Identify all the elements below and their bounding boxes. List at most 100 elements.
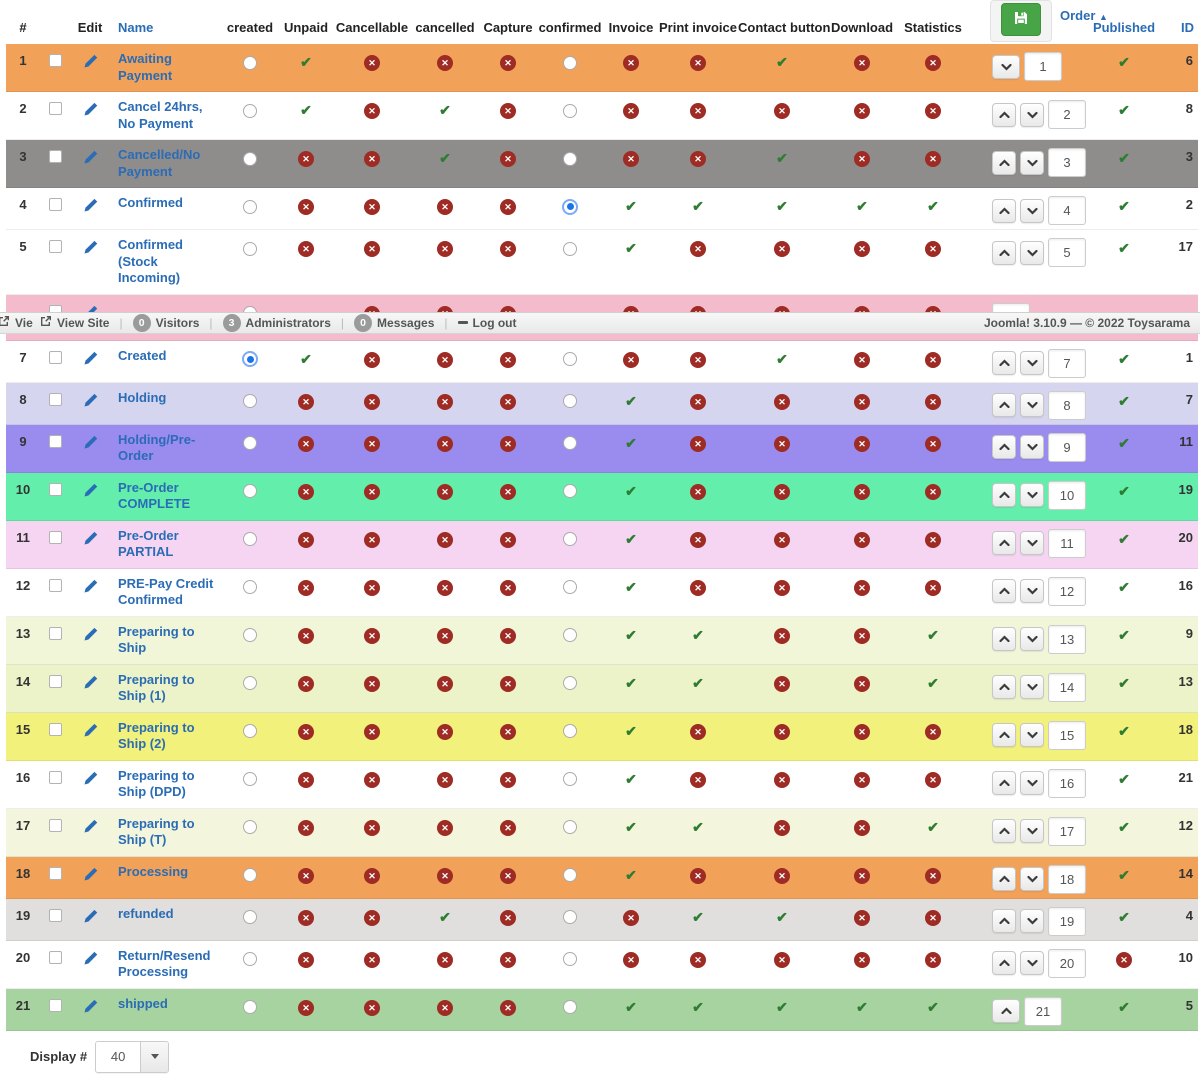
confirmed-radio-button[interactable] — [563, 532, 577, 547]
cancelled-cross-icon[interactable]: ✕ — [437, 951, 453, 968]
created-radio-button[interactable] — [243, 772, 257, 787]
invoice-check-icon[interactable]: ✔ — [625, 626, 637, 643]
row-checkbox[interactable] — [48, 998, 62, 1012]
cancelled-cross-icon[interactable]: ✕ — [437, 867, 453, 884]
status-name-link[interactable]: PRE-Pay Credit Confirmed — [118, 575, 214, 608]
download-cross-icon[interactable]: ✕ — [854, 771, 870, 788]
confirmed-radio-button[interactable] — [563, 103, 577, 118]
published-check-icon[interactable]: ✔ — [1118, 770, 1130, 787]
cancelled-check-icon[interactable]: ✔ — [439, 102, 451, 118]
confirmed-radio-button[interactable] — [563, 910, 577, 925]
created-radio-button[interactable] — [243, 103, 257, 118]
confirmed-radio-button[interactable] — [563, 436, 577, 451]
unpaid-cross-icon[interactable]: ✕ — [298, 483, 314, 500]
print-invoice-cross-icon[interactable]: ✕ — [690, 393, 706, 410]
confirmed-radio-button[interactable] — [563, 484, 577, 499]
edit-pencil-icon[interactable] — [83, 951, 98, 969]
print-invoice-cross-icon[interactable]: ✕ — [690, 723, 706, 740]
edit-pencil-icon[interactable] — [83, 627, 98, 645]
order-input[interactable] — [1024, 996, 1062, 1026]
contact-button-cross-icon[interactable]: ✕ — [774, 951, 790, 968]
order-up-button[interactable] — [992, 351, 1016, 375]
order-up-button[interactable] — [992, 675, 1016, 699]
cancellable-cross-icon[interactable]: ✕ — [364, 819, 380, 836]
row-checkbox[interactable] — [48, 530, 62, 544]
cancellable-cross-icon[interactable]: ✕ — [364, 579, 380, 596]
invoice-check-icon[interactable]: ✔ — [625, 674, 637, 691]
order-down-button[interactable] — [1020, 393, 1044, 417]
created-radio-button[interactable] — [243, 724, 257, 739]
status-name-link[interactable]: Holding — [118, 389, 167, 405]
status-name-link[interactable]: Confirmed — [118, 195, 183, 210]
invoice-cross-icon[interactable]: ✕ — [623, 909, 639, 926]
status-name-link[interactable]: Confirmed (Stock Incoming) — [118, 237, 183, 285]
row-checkbox[interactable] — [48, 434, 62, 448]
order-down-button[interactable] — [1020, 627, 1044, 651]
print-invoice-check-icon[interactable]: ✔ — [692, 908, 704, 925]
order-down-button[interactable] — [1020, 819, 1044, 843]
row-checkbox[interactable] — [48, 770, 62, 784]
order-up-button[interactable] — [992, 627, 1016, 651]
invoice-check-icon[interactable]: ✔ — [625, 818, 637, 835]
published-check-icon[interactable]: ✔ — [1118, 482, 1130, 499]
confirmed-radio-button[interactable] — [563, 772, 577, 787]
published-check-icon[interactable]: ✔ — [1118, 54, 1130, 70]
order-up-button[interactable] — [992, 819, 1016, 843]
row-checkbox[interactable] — [48, 950, 62, 964]
created-radio-button[interactable] — [243, 628, 257, 643]
confirmed-radio-button-selected[interactable] — [562, 198, 578, 215]
order-up-button[interactable] — [992, 771, 1016, 795]
download-cross-icon[interactable]: ✕ — [854, 241, 870, 257]
created-radio-button[interactable] — [243, 436, 257, 451]
row-checkbox[interactable] — [48, 674, 62, 688]
statistics-check-icon[interactable]: ✔ — [927, 626, 939, 643]
statistics-cross-icon[interactable]: ✕ — [925, 531, 941, 548]
published-cross-icon[interactable]: ✕ — [1116, 951, 1132, 968]
unpaid-cross-icon[interactable]: ✕ — [298, 199, 314, 215]
order-up-button[interactable] — [992, 867, 1016, 891]
order-input[interactable] — [1048, 816, 1086, 846]
capture-cross-icon[interactable]: ✕ — [500, 241, 516, 257]
statusbar-item-visitors[interactable]: 0 Visitors — [132, 313, 199, 332]
unpaid-cross-icon[interactable]: ✕ — [298, 867, 314, 884]
invoice-check-icon[interactable]: ✔ — [625, 198, 637, 214]
order-up-button[interactable] — [992, 393, 1016, 417]
row-checkbox[interactable] — [48, 102, 62, 115]
capture-cross-icon[interactable]: ✕ — [500, 151, 516, 167]
edit-pencil-icon[interactable] — [83, 150, 98, 168]
statistics-cross-icon[interactable]: ✕ — [925, 151, 941, 167]
cancelled-check-icon[interactable]: ✔ — [439, 150, 451, 166]
created-radio-button-selected[interactable] — [242, 351, 258, 368]
statistics-cross-icon[interactable]: ✕ — [925, 723, 941, 740]
order-input[interactable] — [1048, 720, 1086, 750]
statistics-check-icon[interactable]: ✔ — [927, 818, 939, 835]
cancellable-cross-icon[interactable]: ✕ — [364, 909, 380, 926]
edit-pencil-icon[interactable] — [83, 240, 98, 258]
print-invoice-cross-icon[interactable]: ✕ — [690, 867, 706, 884]
edit-pencil-icon[interactable] — [83, 675, 98, 693]
invoice-check-icon[interactable]: ✔ — [625, 578, 637, 595]
created-radio-button[interactable] — [243, 484, 257, 499]
order-up-button[interactable] — [992, 240, 1016, 265]
download-cross-icon[interactable]: ✕ — [854, 151, 870, 167]
edit-pencil-icon[interactable] — [83, 531, 98, 549]
cancellable-cross-icon[interactable]: ✕ — [364, 241, 380, 257]
download-cross-icon[interactable]: ✕ — [854, 579, 870, 596]
download-cross-icon[interactable]: ✕ — [854, 723, 870, 740]
cancelled-cross-icon[interactable]: ✕ — [437, 819, 453, 836]
print-invoice-check-icon[interactable]: ✔ — [692, 198, 704, 214]
published-check-icon[interactable]: ✔ — [1118, 434, 1130, 451]
confirmed-radio-button[interactable] — [563, 676, 577, 691]
status-name-link[interactable]: refunded — [118, 905, 174, 921]
status-name-link[interactable]: Awaiting Payment — [118, 51, 173, 83]
order-up-button[interactable] — [992, 198, 1016, 223]
edit-pencil-icon[interactable] — [83, 579, 98, 597]
order-down-button[interactable] — [1020, 435, 1044, 459]
contact-button-check-icon[interactable]: ✔ — [776, 908, 788, 925]
row-checkbox[interactable] — [48, 866, 62, 880]
download-check-icon[interactable]: ✔ — [856, 998, 868, 1015]
col-header-published[interactable]: Published — [1092, 20, 1156, 35]
statusbar-item-view-site[interactable]: View Site — [40, 315, 109, 330]
capture-cross-icon[interactable]: ✕ — [500, 675, 516, 692]
capture-cross-icon[interactable]: ✕ — [500, 435, 516, 452]
